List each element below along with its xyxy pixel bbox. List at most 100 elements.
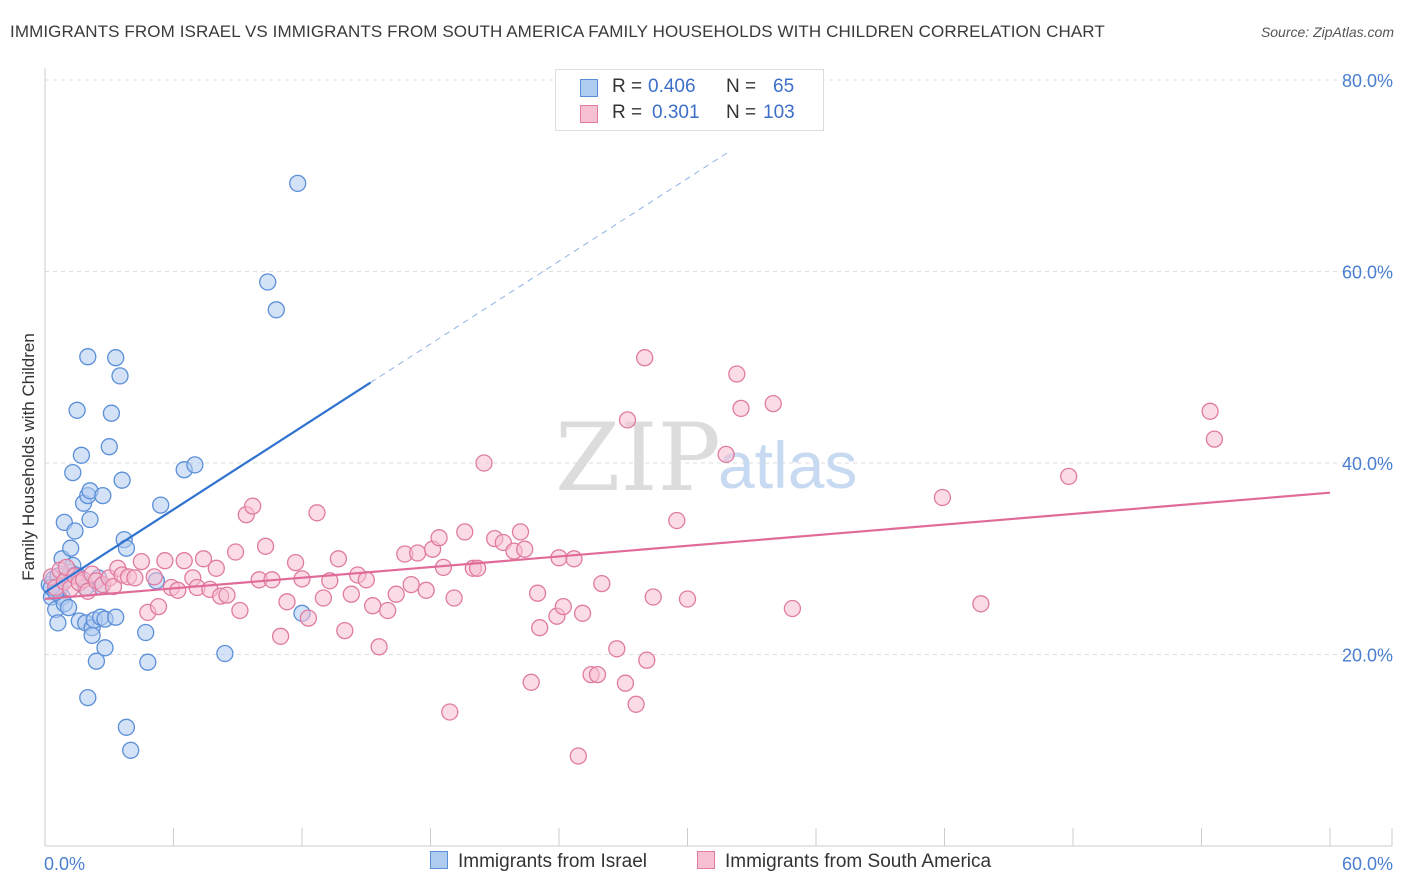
data-point (314, 589, 333, 607)
y-tick-label: 20.0% (1342, 646, 1393, 666)
data-point (588, 665, 607, 684)
data-point (783, 599, 802, 618)
data-point (357, 571, 375, 589)
legend-r-label: R = (612, 102, 643, 123)
legend-r-value: 0.301 (652, 102, 700, 123)
data-point (668, 511, 686, 530)
data-point (68, 401, 86, 419)
data-point (522, 673, 540, 691)
data-point (83, 626, 101, 645)
data-point (169, 581, 187, 599)
chart-source: Source: ZipAtlas.com (1260, 24, 1394, 40)
data-point (81, 510, 99, 529)
data-point (554, 597, 572, 616)
watermark-atlas: atlas (718, 428, 857, 502)
y-axis-label: Family Households with Children (19, 333, 38, 581)
data-point (132, 552, 151, 571)
data-point (111, 367, 129, 385)
grid-lines (45, 79, 1392, 655)
bottom-legend-item-israel: Immigrants from Israel (430, 851, 647, 873)
legend-n-label: N = (726, 102, 757, 123)
data-point (259, 273, 277, 291)
bottom-legend-label-israel: Immigrants from Israel (458, 851, 647, 872)
data-point (387, 585, 405, 603)
data-point (342, 585, 360, 603)
data-point (1201, 402, 1219, 420)
watermark: ZIP atlas (555, 404, 857, 513)
data-point (618, 411, 637, 429)
data-point (216, 644, 234, 663)
legend-swatch-israel (580, 79, 598, 97)
data-point (207, 559, 225, 577)
data-point (226, 543, 245, 561)
tick-labels: 20.0% 40.0% 60.0% 80.0% 0.0% 60.0% (44, 71, 1393, 874)
data-point (511, 523, 530, 541)
data-point (102, 404, 121, 422)
trend-line-south-america (44, 491, 1331, 601)
chart-title: IMMIGRANTS FROM ISRAEL VS IMMIGRANTS FRO… (10, 22, 1105, 41)
data-point (370, 638, 388, 656)
legend: R = 0.406 N = 65 R = 0.301 N = 103 (555, 69, 824, 131)
data-point (87, 652, 106, 670)
data-point (79, 688, 97, 707)
data-point (286, 553, 305, 572)
data-point (152, 496, 170, 514)
data-point (96, 639, 114, 657)
data-point (59, 598, 78, 617)
x-tick-label: 0.0% (44, 854, 85, 874)
bottom-legend: Immigrants from Israel Immigrants from S… (0, 851, 1406, 877)
data-point (732, 399, 750, 418)
data-point (104, 577, 123, 596)
data-point (79, 348, 97, 366)
y-tick-label: 60.0% (1342, 263, 1393, 283)
data-point (402, 575, 420, 594)
bottom-legend-swatch-israel (430, 851, 448, 869)
data-point (126, 569, 144, 587)
data-point (194, 550, 213, 568)
data-point (299, 609, 318, 627)
data-point (972, 595, 990, 613)
data-point (62, 539, 80, 557)
data-point (593, 574, 611, 593)
data-point (1205, 430, 1224, 448)
data-point (278, 593, 296, 611)
data-point (308, 504, 326, 522)
data-point (608, 640, 626, 658)
data-point (244, 497, 262, 515)
data-point (764, 394, 782, 413)
data-point (329, 550, 348, 568)
data-point (218, 586, 236, 604)
data-point (933, 488, 952, 507)
watermark-zip: ZIP (555, 404, 721, 513)
data-point (638, 651, 656, 669)
data-point (636, 349, 654, 367)
legend-n-value: 103 (763, 102, 795, 123)
data-point (616, 674, 635, 692)
data-point (256, 537, 275, 555)
trend-line-israel-extension (370, 150, 731, 383)
legend-r-value: 0.406 (648, 76, 696, 97)
y-tick-label: 80.0% (1342, 71, 1393, 91)
data-point (408, 544, 427, 562)
data-point (336, 621, 354, 640)
data-point (231, 601, 249, 620)
legend-swatch-south-america (580, 105, 598, 123)
legend-row-south-america: R = 0.301 N = 103 (556, 101, 823, 127)
data-point (145, 568, 163, 586)
data-point (569, 747, 587, 765)
data-point (417, 581, 435, 599)
data-point (175, 552, 193, 570)
trend-lines (44, 150, 1331, 601)
data-point (271, 627, 290, 645)
bottom-legend-swatch-south-america (697, 851, 715, 869)
data-point (1060, 467, 1078, 486)
data-point (107, 349, 125, 367)
data-point (456, 523, 474, 541)
data-point (475, 454, 493, 472)
data-point (565, 550, 583, 568)
data-point (678, 590, 697, 608)
data-point (573, 604, 592, 622)
data-point (445, 589, 463, 607)
legend-row-israel: R = 0.406 N = 65 (556, 75, 823, 101)
data-point (137, 623, 155, 642)
